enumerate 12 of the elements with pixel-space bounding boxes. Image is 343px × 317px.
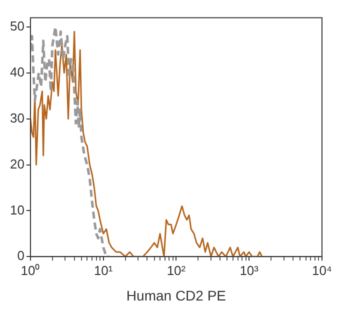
y-tick-label: 10 — [10, 202, 24, 218]
x-tick-label: 10¹ — [94, 262, 114, 278]
x-axis-title: Human CD2 PE — [126, 287, 226, 304]
y-tick-label: 40 — [10, 64, 24, 80]
x-tick-label: 10⁰ — [20, 262, 40, 278]
x-tick-label: 10⁴ — [312, 262, 332, 278]
y-tick-label: 0 — [17, 248, 24, 264]
x-tick-label: 10² — [166, 262, 186, 278]
x-tick-label: 10³ — [240, 262, 260, 278]
y-tick-label: 30 — [10, 110, 24, 126]
y-tick-label: 20 — [10, 156, 24, 172]
y-tick-label: 50 — [10, 18, 24, 34]
